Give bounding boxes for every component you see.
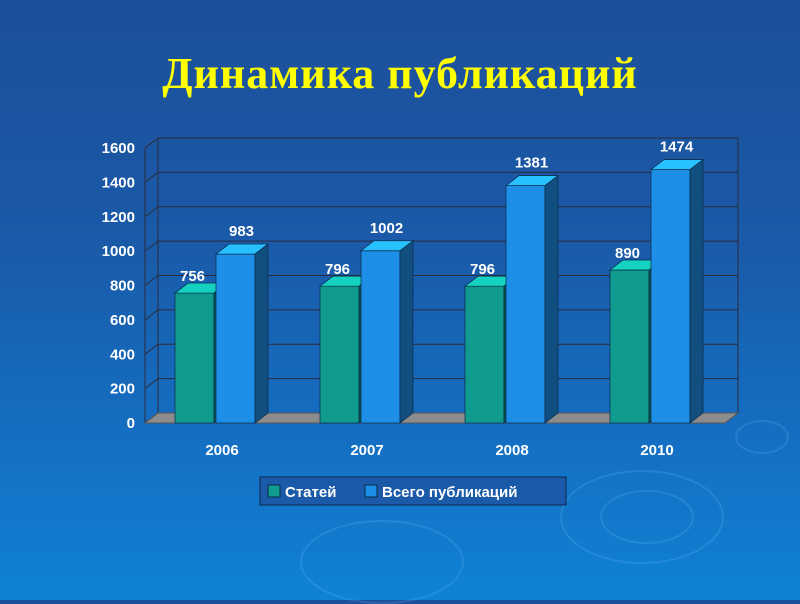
x-tick-label: 2008 [495,442,528,459]
bar-front [215,253,256,424]
data-labels: 756 983 796 1002 796 1381 890 1474 [180,139,694,285]
x-tick-label: 2006 [205,442,238,459]
data-label: 983 [229,223,254,240]
bar-Всего публикаций [214,243,270,424]
x-tick-label: 2007 [350,442,383,459]
bar-side [399,240,414,424]
y-tick-label: 800 [110,278,135,295]
y-axis-ticks: 0 200 400 600 800 1000 1200 1400 1600 [102,140,135,432]
chart-title: Динамика публикаций [162,49,638,98]
ripple-decoration [560,470,724,564]
y-tick-label: 1400 [102,174,135,191]
y-tick-label: 0 [127,415,135,432]
data-label: 890 [615,245,640,262]
x-axis-ticks: 2006 2007 2008 2010 [205,442,673,459]
bar-side [689,158,704,424]
ripple-decoration [735,420,789,454]
ripple-decoration [600,490,694,544]
bar-Всего публикаций [649,158,705,424]
legend-box [259,476,567,506]
gridline [144,206,738,218]
gridline [144,171,738,183]
bar-side [254,243,269,424]
y-tick-label: 400 [110,346,135,363]
bar-front [174,292,215,424]
legend-label: Статей [285,484,336,501]
data-label: 1474 [660,139,694,156]
bar-front [360,250,401,424]
data-label: 796 [325,261,350,278]
data-label: 1002 [370,220,403,237]
chart-legend: Статей Всего публикаций [259,476,567,506]
y-tick-label: 600 [110,312,135,329]
x-tick-label: 2010 [640,442,673,459]
data-label: 756 [180,268,205,285]
bar-front [464,285,505,424]
bar-side [544,174,559,424]
data-label: 1381 [515,155,548,172]
y-tick-label: 200 [110,381,135,398]
legend-swatch [364,484,378,498]
legend-label: Всего публикаций [382,484,517,501]
bar-front [650,169,691,424]
y-tick-label: 1000 [102,243,135,260]
legend-swatch [267,484,281,498]
bar-Всего публикаций [504,174,560,424]
bar-front [319,285,360,424]
chart-bars [173,158,705,424]
bar-Всего публикаций [359,240,415,424]
y-tick-label: 1200 [102,209,135,226]
bar-front [609,269,650,424]
bar-front [505,185,546,424]
data-label: 796 [470,261,495,278]
gridline [144,137,738,149]
y-tick-label: 1600 [102,140,135,157]
